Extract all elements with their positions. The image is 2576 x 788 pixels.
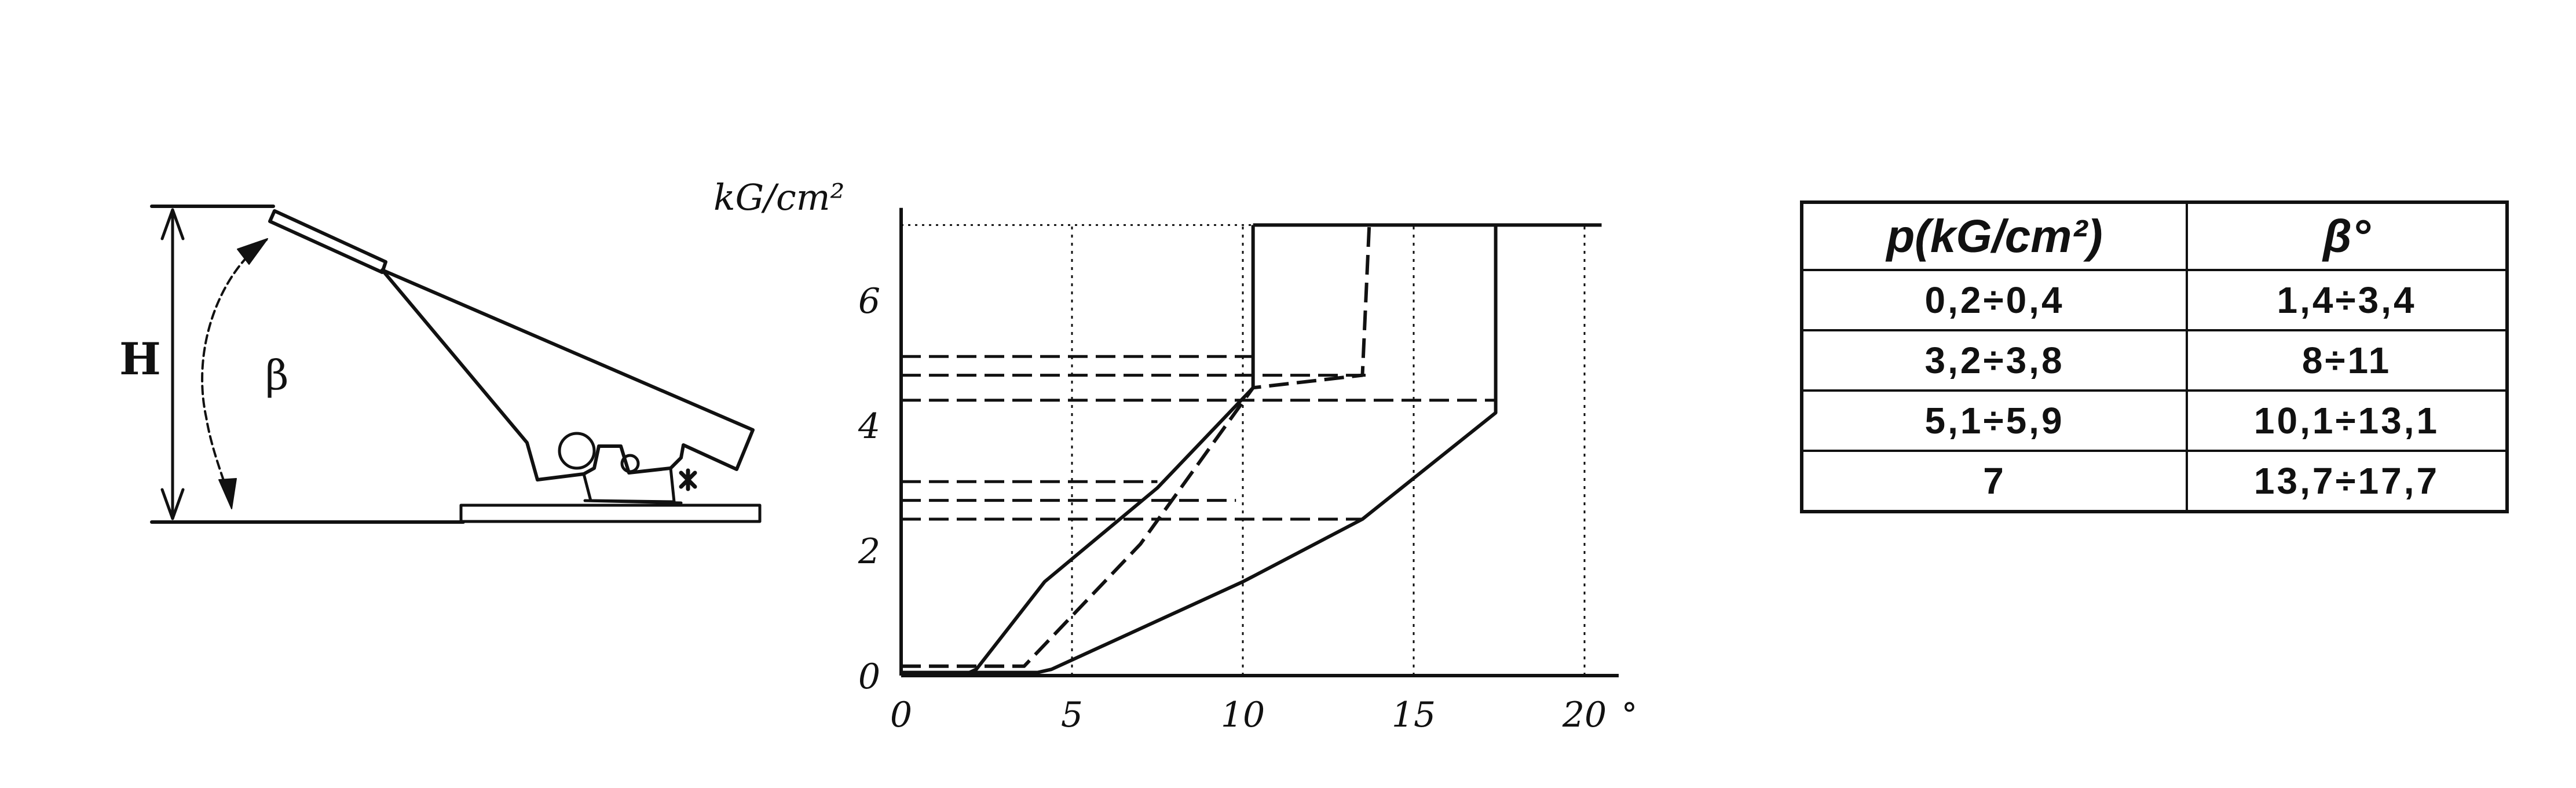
table-row: 7 13,7÷17,7 — [1801, 450, 2508, 513]
table-row: 5,1÷5,9 10,1÷13,1 — [1801, 389, 2508, 452]
height-arrow-top — [160, 208, 185, 240]
spring-mark — [679, 468, 697, 491]
y-tick-label: 4 — [858, 406, 880, 447]
bracket-base — [583, 499, 683, 505]
y-tick-label: 2 — [858, 531, 880, 572]
angle-arc — [201, 239, 268, 506]
series-line-1 — [901, 225, 1255, 677]
series-line-3 — [901, 225, 1498, 674]
height-arrow-bottom — [160, 488, 185, 520]
pivot-large-circle — [558, 432, 596, 470]
x-tick-label: 15 — [1392, 695, 1436, 735]
table-cell-angle: 8÷11 — [2186, 329, 2508, 392]
pivot-small-circle — [620, 454, 640, 473]
table-cell-pressure: 0,2÷0,4 — [1801, 269, 2188, 331]
table-cell-angle: 1,4÷3,4 — [2186, 269, 2508, 331]
table-row: 3,2÷3,8 8÷11 — [1801, 329, 2508, 392]
x-tick-label: 10 — [1221, 695, 1265, 735]
table-cell-pressure: 5,1÷5,9 — [1801, 389, 2188, 452]
x-tick-label: 0 — [890, 695, 912, 735]
height-label: H — [119, 333, 161, 385]
chart-grid — [1071, 225, 1586, 676]
x-tick-label: 20 — [1562, 695, 1607, 735]
chart-series — [901, 225, 1498, 677]
table-cell-angle: 13,7÷17,7 — [2186, 450, 2508, 513]
x-axis-unit: ° — [1622, 696, 1637, 733]
y-tick-label: 6 — [858, 281, 880, 322]
y-axis-label: kG/cm² — [713, 176, 844, 218]
y-tick-label: 0 — [858, 656, 880, 697]
pressure-angle-table: p(kG/cm²) β° 0,2÷0,4 1,4÷3,4 3,2÷3,8 8÷1… — [1800, 200, 2509, 513]
chart-reference-lines — [901, 355, 1496, 521]
pedal-arm — [380, 268, 755, 481]
table-row: 0,2÷0,4 1,4÷3,4 — [1801, 269, 2508, 331]
table-cell-pressure: 3,2÷3,8 — [1801, 329, 2188, 392]
table-cell-angle: 10,1÷13,1 — [2186, 389, 2508, 452]
table-cell-pressure: 7 — [1801, 450, 2188, 513]
table-header-row: p(kG/cm²) β° — [1801, 201, 2508, 271]
pedal-pad — [268, 209, 387, 274]
angle-label: β — [265, 352, 288, 399]
angle-arrow-bottom — [218, 478, 237, 509]
brake-pedal-diagram: H β — [119, 205, 762, 524]
x-tick-label: 5 — [1061, 695, 1083, 735]
pressure-angle-chart: 0 5 10 15 20 0 2 4 6 kG/cm² ° — [713, 176, 1637, 735]
series-line-2 — [901, 225, 1371, 668]
base-plate — [459, 504, 762, 523]
chart-axes — [899, 207, 1619, 677]
header-pressure: p(kG/cm²) — [1801, 201, 2188, 271]
header-angle: β° — [2186, 201, 2508, 271]
angle-arrow-top — [237, 238, 268, 265]
chart-tick-labels: 0 5 10 15 20 0 2 4 6 — [858, 281, 1607, 735]
